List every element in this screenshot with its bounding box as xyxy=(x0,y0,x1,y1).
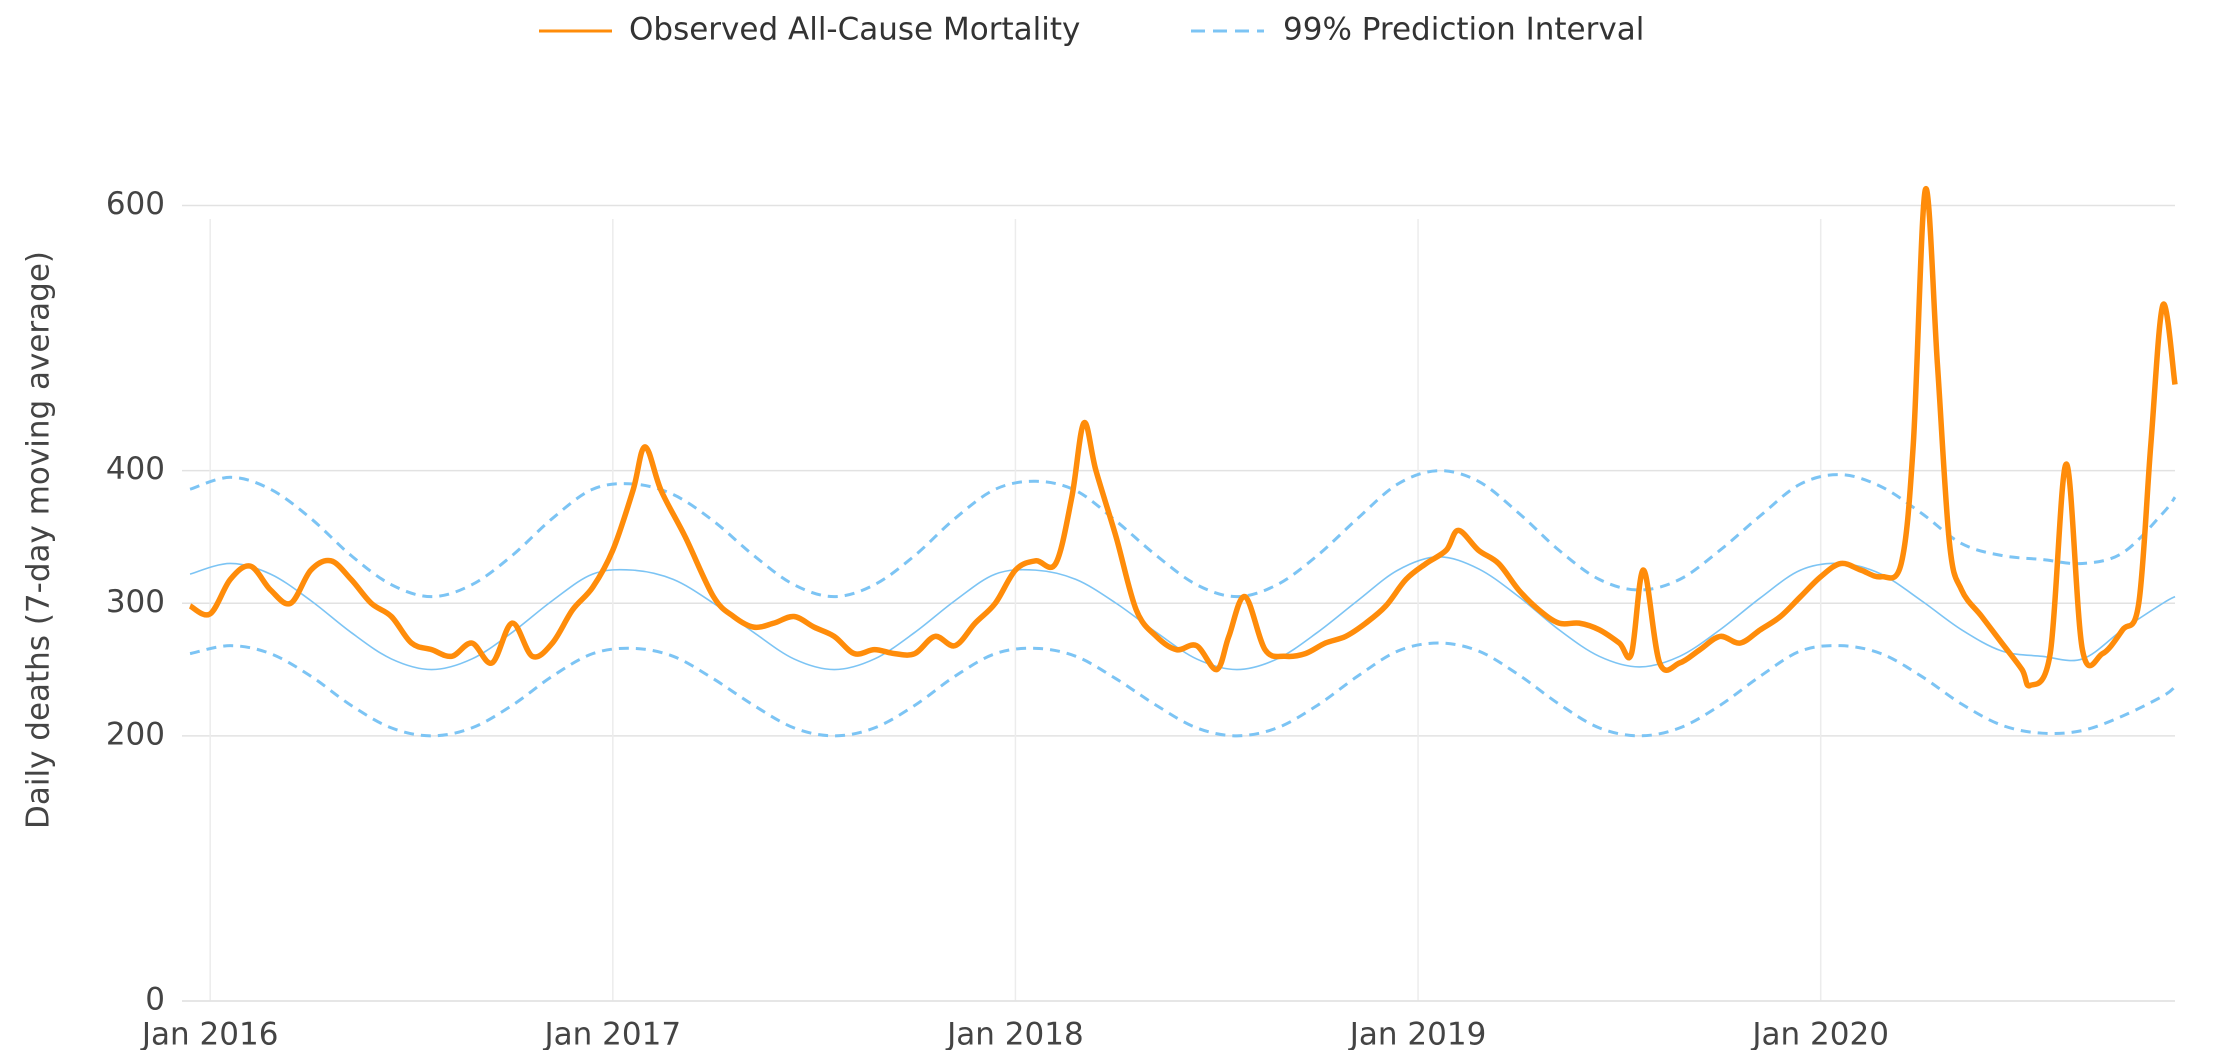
x-tick-label: Jan 2018 xyxy=(945,1017,1084,1051)
interval-upper xyxy=(189,469,2177,599)
legend-label: Observed All-Cause Mortality xyxy=(629,12,1080,48)
y-tick-label: 0 xyxy=(145,982,165,1018)
x-tick-label: Jan 2020 xyxy=(1750,1017,1889,1051)
y-tick-label: 400 xyxy=(106,451,165,487)
y-axis-label: Daily deaths (7-day moving average) xyxy=(21,251,57,829)
observed-line xyxy=(188,186,2178,689)
x-tick-label: Jan 2017 xyxy=(543,1017,682,1051)
y-tick-label: 200 xyxy=(106,716,165,752)
interval-lower xyxy=(189,641,2176,738)
y-tick-label: 300 xyxy=(106,584,165,620)
x-tick-label: Jan 2016 xyxy=(140,1017,279,1051)
y-tick-label: 600 xyxy=(106,186,165,222)
expected-line xyxy=(189,556,2176,671)
x-tick-label: Jan 2019 xyxy=(1348,1017,1487,1051)
legend-label: 99% Prediction Interval xyxy=(1283,12,1644,48)
